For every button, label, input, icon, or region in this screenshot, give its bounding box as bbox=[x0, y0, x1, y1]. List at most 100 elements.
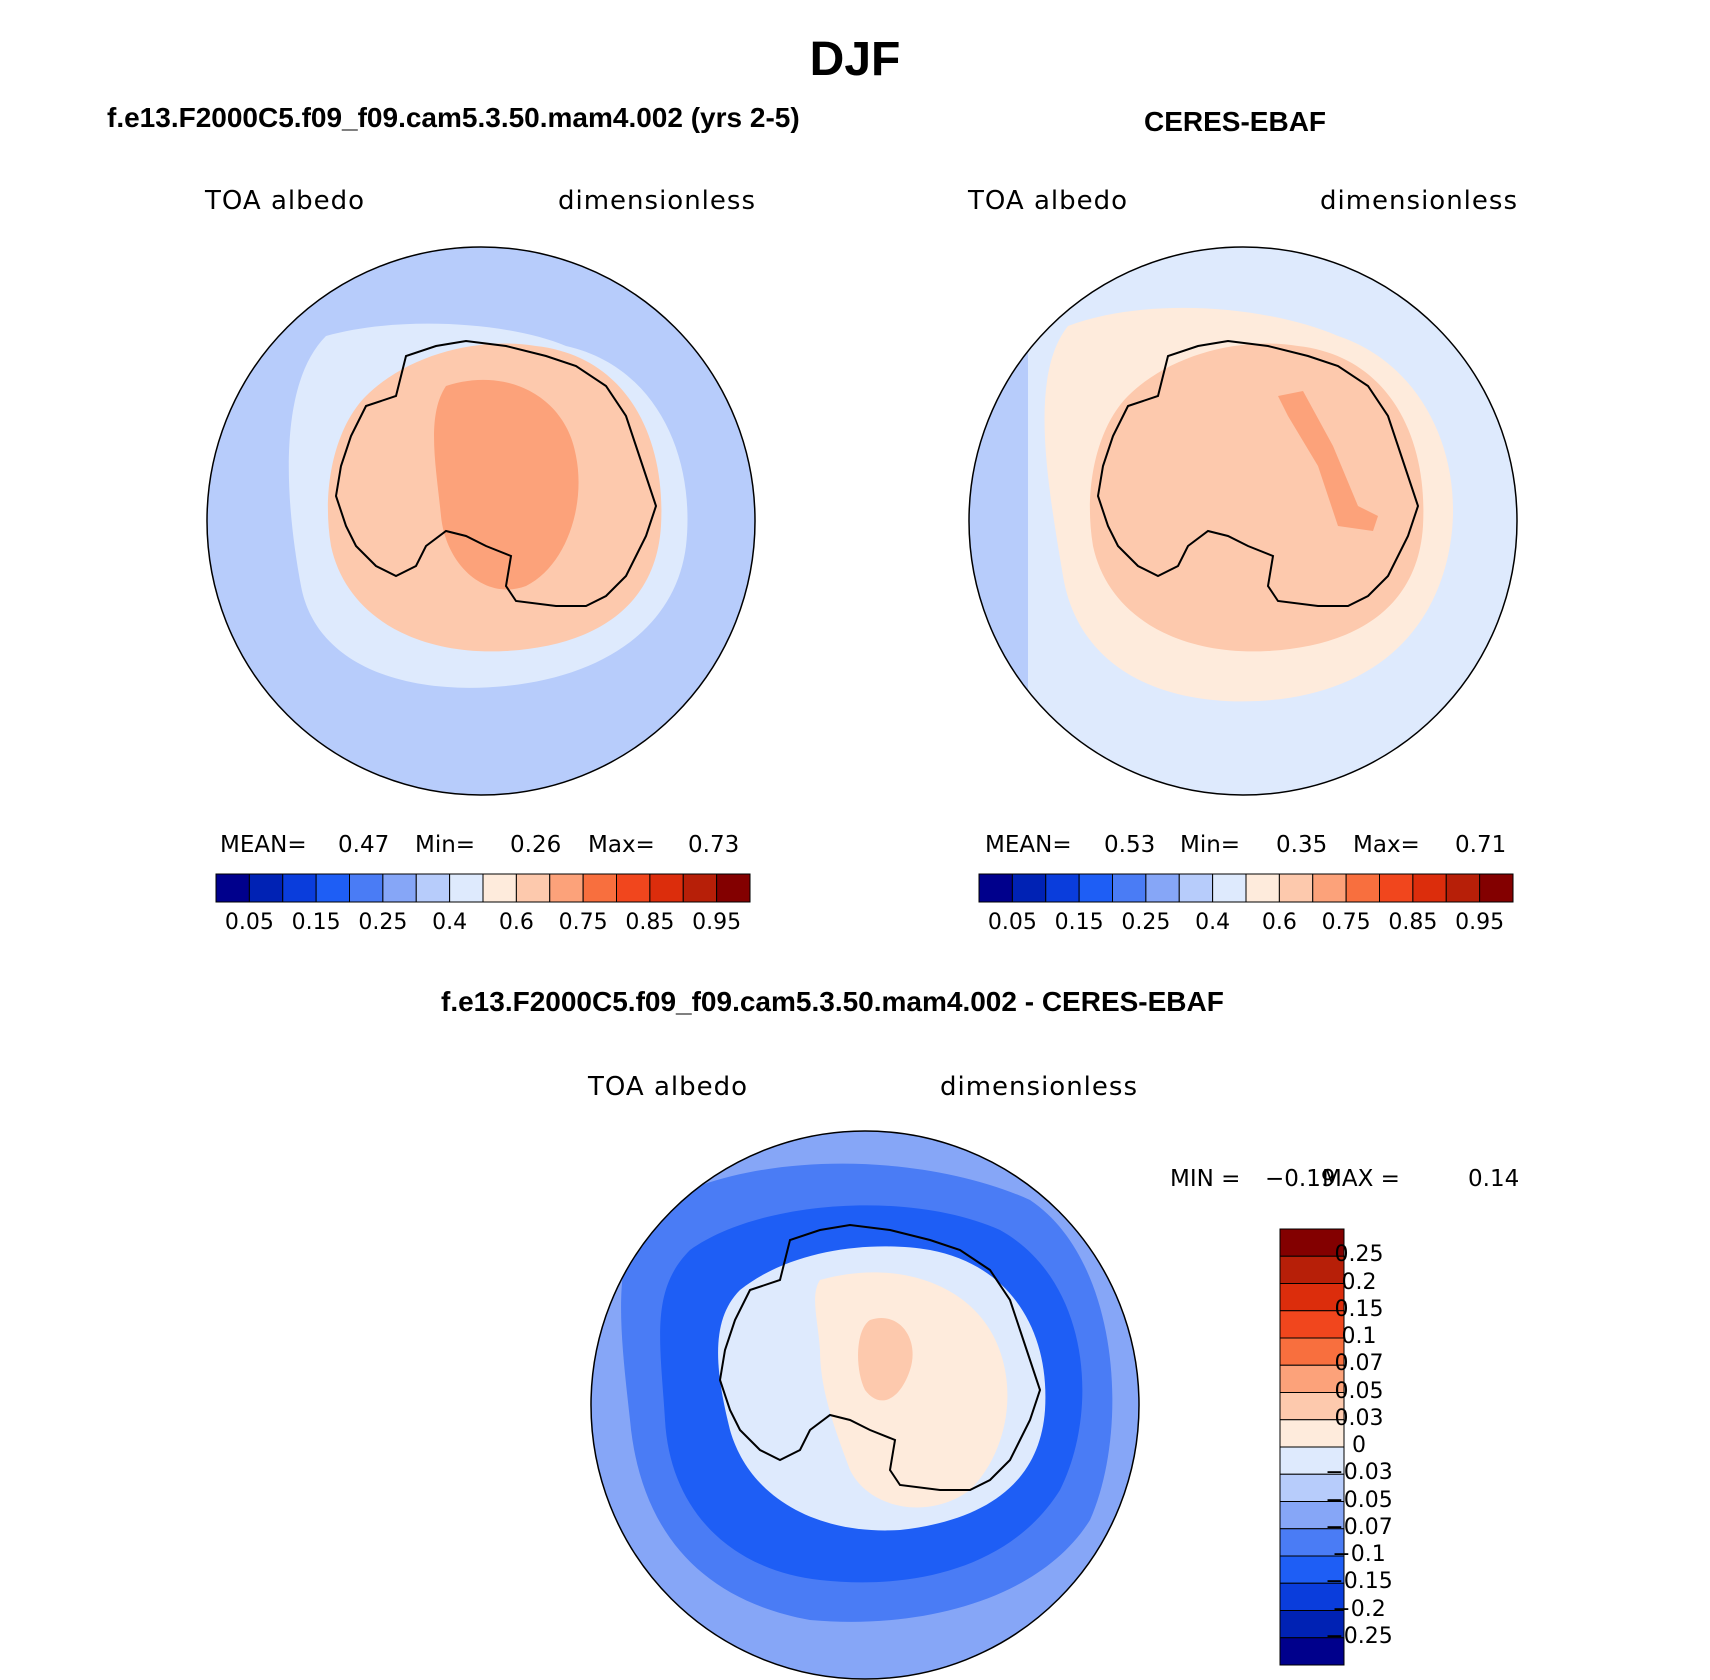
colorbar-diff-swatch bbox=[1279, 1392, 1345, 1421]
colorbar-obs-tick-label: 0.05 bbox=[987, 910, 1037, 935]
colorbar-diff-tick-label: 0.07 bbox=[1334, 1351, 1384, 1377]
panel-obs-max-value: 0.71 bbox=[1455, 832, 1507, 858]
colorbar-obs-swatch bbox=[978, 873, 1013, 903]
colorbar-model-tick-label: 0.25 bbox=[358, 910, 408, 935]
colorbar-diff-tick-label: −0.03 bbox=[1325, 1460, 1393, 1486]
colorbar-obs-swatch bbox=[1245, 873, 1280, 903]
panel-diff-max-label: MAX = bbox=[1322, 1166, 1400, 1192]
colorbar-obs-tick-label: 0.15 bbox=[1054, 910, 1104, 935]
colorbar-obs-swatch bbox=[1112, 873, 1147, 903]
colorbar-model-tick-label: 0.85 bbox=[625, 910, 675, 935]
colorbar-diff-swatch bbox=[1279, 1473, 1345, 1502]
panel-diff-variable-label: TOA albedo bbox=[588, 1072, 749, 1102]
figure-title: DJF bbox=[809, 33, 901, 86]
panel-model-max-label: Max= bbox=[588, 832, 655, 858]
panel-obs-min-label: Min= bbox=[1180, 832, 1241, 858]
colorbar-obs-swatch bbox=[1212, 873, 1247, 903]
panel-model-max-value: 0.73 bbox=[688, 832, 740, 858]
colorbar-model-tick-label: 0.4 bbox=[432, 910, 468, 935]
colorbar-obs-swatch bbox=[1045, 873, 1080, 903]
panel-model-min-value: 0.26 bbox=[510, 832, 562, 858]
panel-model-title: f.e13.F2000C5.f09_f09.cam5.3.50.mam4.002… bbox=[107, 102, 800, 133]
colorbar-diff-tick-label: 0 bbox=[1352, 1433, 1366, 1458]
colorbar-model-swatch bbox=[716, 873, 751, 903]
colorbar-obs-swatch bbox=[1011, 873, 1047, 903]
colorbar-diff-tick-label: 0.05 bbox=[1334, 1378, 1384, 1404]
map-diff-fill bbox=[591, 1131, 1139, 1679]
colorbar-obs-swatch bbox=[1178, 873, 1214, 903]
panel-model-units-label: dimensionless bbox=[558, 186, 756, 216]
colorbar-diff-swatch bbox=[1279, 1364, 1345, 1393]
colorbar-model-swatch bbox=[682, 873, 718, 903]
colorbar-diff-tick-label: 0.1 bbox=[1341, 1324, 1377, 1349]
colorbar-obs-swatch bbox=[1479, 873, 1514, 903]
panel-obs-title: CERES-EBAF bbox=[1144, 106, 1327, 137]
colorbar-model bbox=[215, 873, 751, 903]
map-model-fill bbox=[207, 247, 755, 795]
panel-obs-mean-label: MEAN= bbox=[985, 832, 1072, 858]
colorbar-diff-swatch bbox=[1279, 1528, 1345, 1557]
panel-diff-units-label: dimensionless bbox=[940, 1072, 1138, 1102]
map-obs-fill bbox=[969, 247, 1517, 795]
colorbar-model-swatch bbox=[515, 873, 551, 903]
colorbar-diff-swatch bbox=[1279, 1310, 1345, 1339]
colorbar-model-tick-label: 0.75 bbox=[558, 910, 608, 935]
colorbar-diff-tick-label: 0.15 bbox=[1334, 1296, 1384, 1322]
colorbar-diff-swatch bbox=[1279, 1637, 1345, 1666]
panel-diff-min-value: −0.19 bbox=[1265, 1166, 1336, 1192]
colorbar-obs-swatch bbox=[1312, 873, 1347, 903]
colorbar-diff-swatch bbox=[1279, 1555, 1345, 1584]
colorbar-obs-swatch bbox=[1145, 873, 1180, 903]
colorbar-model-swatch bbox=[482, 873, 517, 903]
colorbar-obs-tick-label: 0.75 bbox=[1321, 910, 1371, 935]
panel-obs-units-label: dimensionless bbox=[1320, 186, 1518, 216]
colorbar-model-swatch bbox=[549, 873, 584, 903]
colorbar-diff-tick-label: 0.25 bbox=[1334, 1242, 1384, 1268]
colorbar-diff-tick-label: −0.2 bbox=[1332, 1596, 1386, 1622]
colorbar-model-swatch bbox=[649, 873, 684, 903]
map-model bbox=[206, 246, 756, 796]
colorbar-model-swatch bbox=[349, 873, 384, 903]
colorbar-model-tick-label: 0.15 bbox=[291, 910, 341, 935]
colorbar-model-swatch bbox=[215, 873, 250, 903]
colorbar-model-swatch bbox=[449, 873, 484, 903]
panel-model-mean-value: 0.47 bbox=[338, 832, 390, 858]
colorbar-model-swatch bbox=[616, 873, 651, 903]
colorbar-obs-tick-label: 0.95 bbox=[1455, 910, 1505, 935]
panel-obs-max-label: Max= bbox=[1353, 832, 1420, 858]
colorbar-diff-tick-label: −0.07 bbox=[1325, 1514, 1393, 1540]
panel-diff-title: f.e13.F2000C5.f09_f09.cam5.3.50.mam4.002… bbox=[441, 986, 1224, 1017]
colorbar-diff-swatch bbox=[1279, 1610, 1345, 1639]
panel-obs-variable-label: TOA albedo bbox=[968, 186, 1129, 216]
colorbar-obs-swatch bbox=[1278, 873, 1314, 903]
colorbar-model-swatch bbox=[415, 873, 451, 903]
colorbar-diff-tick-label: −0.15 bbox=[1325, 1569, 1393, 1595]
map-obs bbox=[968, 246, 1518, 796]
colorbar-diff-tick-label: −0.1 bbox=[1332, 1542, 1386, 1567]
map-diff bbox=[590, 1130, 1140, 1680]
panel-model-min-label: Min= bbox=[415, 832, 476, 858]
colorbar-obs-tick-label: 0.6 bbox=[1261, 910, 1297, 935]
colorbar-obs-tick-label: 0.4 bbox=[1195, 910, 1231, 935]
panel-diff-max-value: 0.14 bbox=[1468, 1166, 1520, 1192]
colorbar-obs-tick-label: 0.85 bbox=[1388, 910, 1438, 935]
colorbar-obs bbox=[978, 873, 1514, 903]
colorbar-diff-swatch bbox=[1279, 1501, 1345, 1530]
colorbar-obs-swatch bbox=[1445, 873, 1481, 903]
colorbar-model-swatch bbox=[315, 873, 351, 903]
colorbar-diff-tick-label: −0.05 bbox=[1325, 1487, 1393, 1513]
colorbar-model-tick-label: 0.6 bbox=[498, 910, 534, 935]
colorbar-diff-swatch bbox=[1279, 1582, 1345, 1611]
panel-model-variable-label: TOA albedo bbox=[205, 186, 366, 216]
colorbar-model-tick-label: 0.95 bbox=[692, 910, 742, 935]
colorbar-obs-swatch bbox=[1379, 873, 1414, 903]
colorbar-obs-tick-label: 0.25 bbox=[1121, 910, 1171, 935]
colorbar-diff-tick-label: 0.03 bbox=[1334, 1405, 1384, 1431]
panel-diff-min-label: MIN = bbox=[1170, 1166, 1241, 1192]
colorbar-model-swatch bbox=[248, 873, 284, 903]
panel-model-mean-label: MEAN= bbox=[220, 832, 307, 858]
colorbar-obs-swatch bbox=[1412, 873, 1447, 903]
colorbar-model-tick-label: 0.05 bbox=[224, 910, 274, 935]
colorbar-obs-swatch bbox=[1345, 873, 1381, 903]
colorbar-diff bbox=[1279, 1228, 1345, 1666]
